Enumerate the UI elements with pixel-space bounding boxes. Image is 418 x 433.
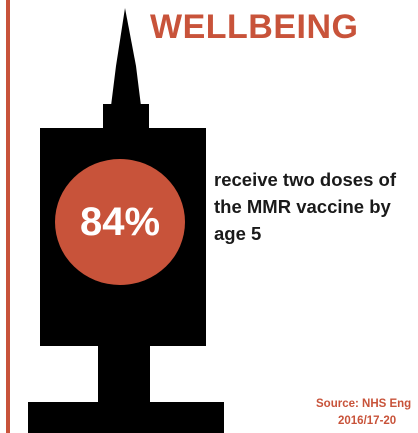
stat-description-line: receive two doses of [214,169,396,190]
source-note: Source: NHS Eng 2016/17-20 [316,396,411,430]
source-line: Source: NHS Eng [316,398,412,410]
left-accent-rule [6,0,10,433]
source-line: 2016/17-20 [338,415,397,427]
syringe-plunger-rod [98,345,150,405]
stat-badge: 84% [55,159,185,285]
stat-description-line: age 5 [214,223,262,244]
syringe-needle [111,8,141,106]
stat-description: receive two doses of the MMR vaccine by … [214,166,418,247]
syringe-plunger-base [28,402,224,433]
stat-description-line: the MMR vaccine by [214,196,391,217]
syringe-hub [103,104,149,130]
stat-value: 84% [79,200,161,244]
page-title: WELLBEING [150,8,359,46]
